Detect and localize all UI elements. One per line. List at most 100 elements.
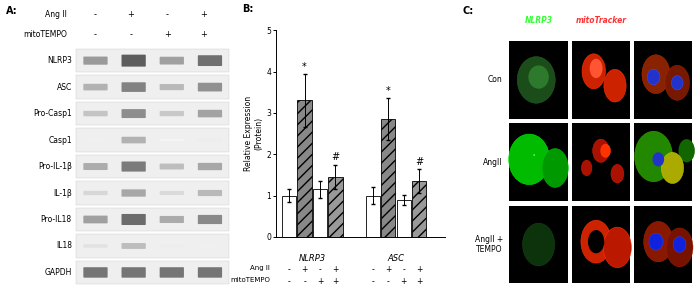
Text: IL18: IL18 — [56, 242, 72, 251]
FancyBboxPatch shape — [76, 208, 229, 231]
FancyBboxPatch shape — [198, 245, 222, 247]
FancyBboxPatch shape — [160, 164, 184, 169]
FancyBboxPatch shape — [198, 190, 222, 196]
Ellipse shape — [522, 223, 554, 266]
Circle shape — [648, 69, 660, 85]
Text: Casp1: Casp1 — [48, 135, 72, 144]
Text: -: - — [372, 265, 375, 274]
Ellipse shape — [582, 54, 606, 89]
FancyBboxPatch shape — [76, 155, 229, 178]
FancyBboxPatch shape — [122, 82, 146, 92]
Text: NLRP3: NLRP3 — [47, 56, 72, 65]
FancyBboxPatch shape — [83, 191, 108, 195]
Text: +: + — [301, 265, 308, 274]
FancyBboxPatch shape — [122, 267, 146, 278]
FancyBboxPatch shape — [83, 163, 108, 170]
Bar — [572, 41, 630, 119]
Text: AngII: AngII — [483, 158, 503, 167]
FancyBboxPatch shape — [160, 191, 184, 195]
Text: Merge: Merge — [650, 16, 677, 25]
Text: Ang II: Ang II — [46, 10, 67, 19]
FancyBboxPatch shape — [83, 244, 108, 248]
Text: +: + — [332, 277, 339, 286]
Text: Pro-IL-1β: Pro-IL-1β — [38, 162, 72, 171]
Ellipse shape — [589, 59, 603, 78]
Text: mitoTEMPO: mitoTEMPO — [230, 277, 270, 283]
FancyBboxPatch shape — [198, 139, 222, 142]
Ellipse shape — [666, 228, 693, 267]
FancyBboxPatch shape — [76, 234, 229, 258]
Text: ASC: ASC — [388, 254, 405, 263]
Text: Ang II: Ang II — [250, 265, 270, 271]
FancyBboxPatch shape — [76, 128, 229, 152]
Text: +: + — [200, 10, 207, 19]
Ellipse shape — [601, 144, 611, 158]
Text: NLRP3: NLRP3 — [299, 254, 326, 263]
FancyBboxPatch shape — [76, 261, 229, 284]
FancyBboxPatch shape — [160, 216, 184, 223]
Text: +: + — [200, 30, 207, 39]
Text: +: + — [416, 265, 422, 274]
Circle shape — [649, 233, 663, 250]
FancyBboxPatch shape — [83, 139, 108, 142]
Ellipse shape — [509, 134, 550, 185]
Text: ASC: ASC — [57, 83, 72, 92]
Text: C:: C: — [463, 6, 474, 16]
FancyBboxPatch shape — [198, 110, 222, 117]
FancyBboxPatch shape — [83, 57, 108, 65]
Text: Con: Con — [488, 75, 503, 84]
Text: -: - — [166, 10, 169, 19]
FancyBboxPatch shape — [160, 57, 184, 64]
FancyBboxPatch shape — [198, 267, 222, 278]
FancyBboxPatch shape — [160, 111, 184, 116]
Text: Pro-IL18: Pro-IL18 — [41, 215, 72, 224]
Text: Pro-Casp1: Pro-Casp1 — [33, 109, 72, 118]
FancyBboxPatch shape — [122, 214, 146, 225]
Ellipse shape — [604, 69, 626, 102]
Bar — [634, 41, 692, 119]
Circle shape — [671, 76, 683, 90]
Bar — [634, 123, 692, 201]
Ellipse shape — [644, 222, 673, 262]
Text: -: - — [303, 277, 306, 286]
FancyBboxPatch shape — [160, 84, 184, 90]
FancyBboxPatch shape — [198, 163, 222, 170]
Text: -: - — [288, 277, 290, 286]
Text: +: + — [332, 265, 339, 274]
Text: +: + — [164, 30, 171, 39]
FancyBboxPatch shape — [198, 83, 222, 91]
FancyBboxPatch shape — [198, 55, 222, 66]
Text: AngII +
TEMPO: AngII + TEMPO — [475, 235, 503, 254]
Ellipse shape — [593, 139, 609, 162]
Text: -: - — [402, 265, 405, 274]
Text: +: + — [416, 277, 422, 286]
FancyBboxPatch shape — [76, 49, 229, 72]
Text: -: - — [93, 30, 96, 39]
FancyBboxPatch shape — [76, 181, 229, 205]
Ellipse shape — [588, 230, 604, 253]
Text: A:: A: — [6, 6, 18, 16]
FancyBboxPatch shape — [160, 244, 184, 247]
Text: mitoTEMPO: mitoTEMPO — [23, 30, 67, 39]
Text: +: + — [400, 277, 407, 286]
FancyBboxPatch shape — [83, 267, 108, 278]
Text: -: - — [372, 277, 375, 286]
FancyBboxPatch shape — [160, 267, 184, 278]
FancyBboxPatch shape — [83, 215, 108, 223]
FancyBboxPatch shape — [122, 162, 146, 172]
Ellipse shape — [635, 131, 673, 182]
Circle shape — [673, 237, 686, 252]
Ellipse shape — [582, 160, 592, 176]
FancyBboxPatch shape — [122, 189, 146, 197]
FancyBboxPatch shape — [76, 102, 229, 125]
FancyBboxPatch shape — [83, 111, 108, 116]
Bar — [634, 206, 692, 283]
FancyBboxPatch shape — [122, 109, 146, 118]
FancyBboxPatch shape — [83, 84, 108, 90]
Text: -: - — [288, 265, 290, 274]
Bar — [572, 206, 630, 283]
FancyBboxPatch shape — [122, 55, 146, 67]
Ellipse shape — [542, 148, 568, 187]
Text: -: - — [130, 30, 132, 39]
Ellipse shape — [665, 65, 690, 100]
